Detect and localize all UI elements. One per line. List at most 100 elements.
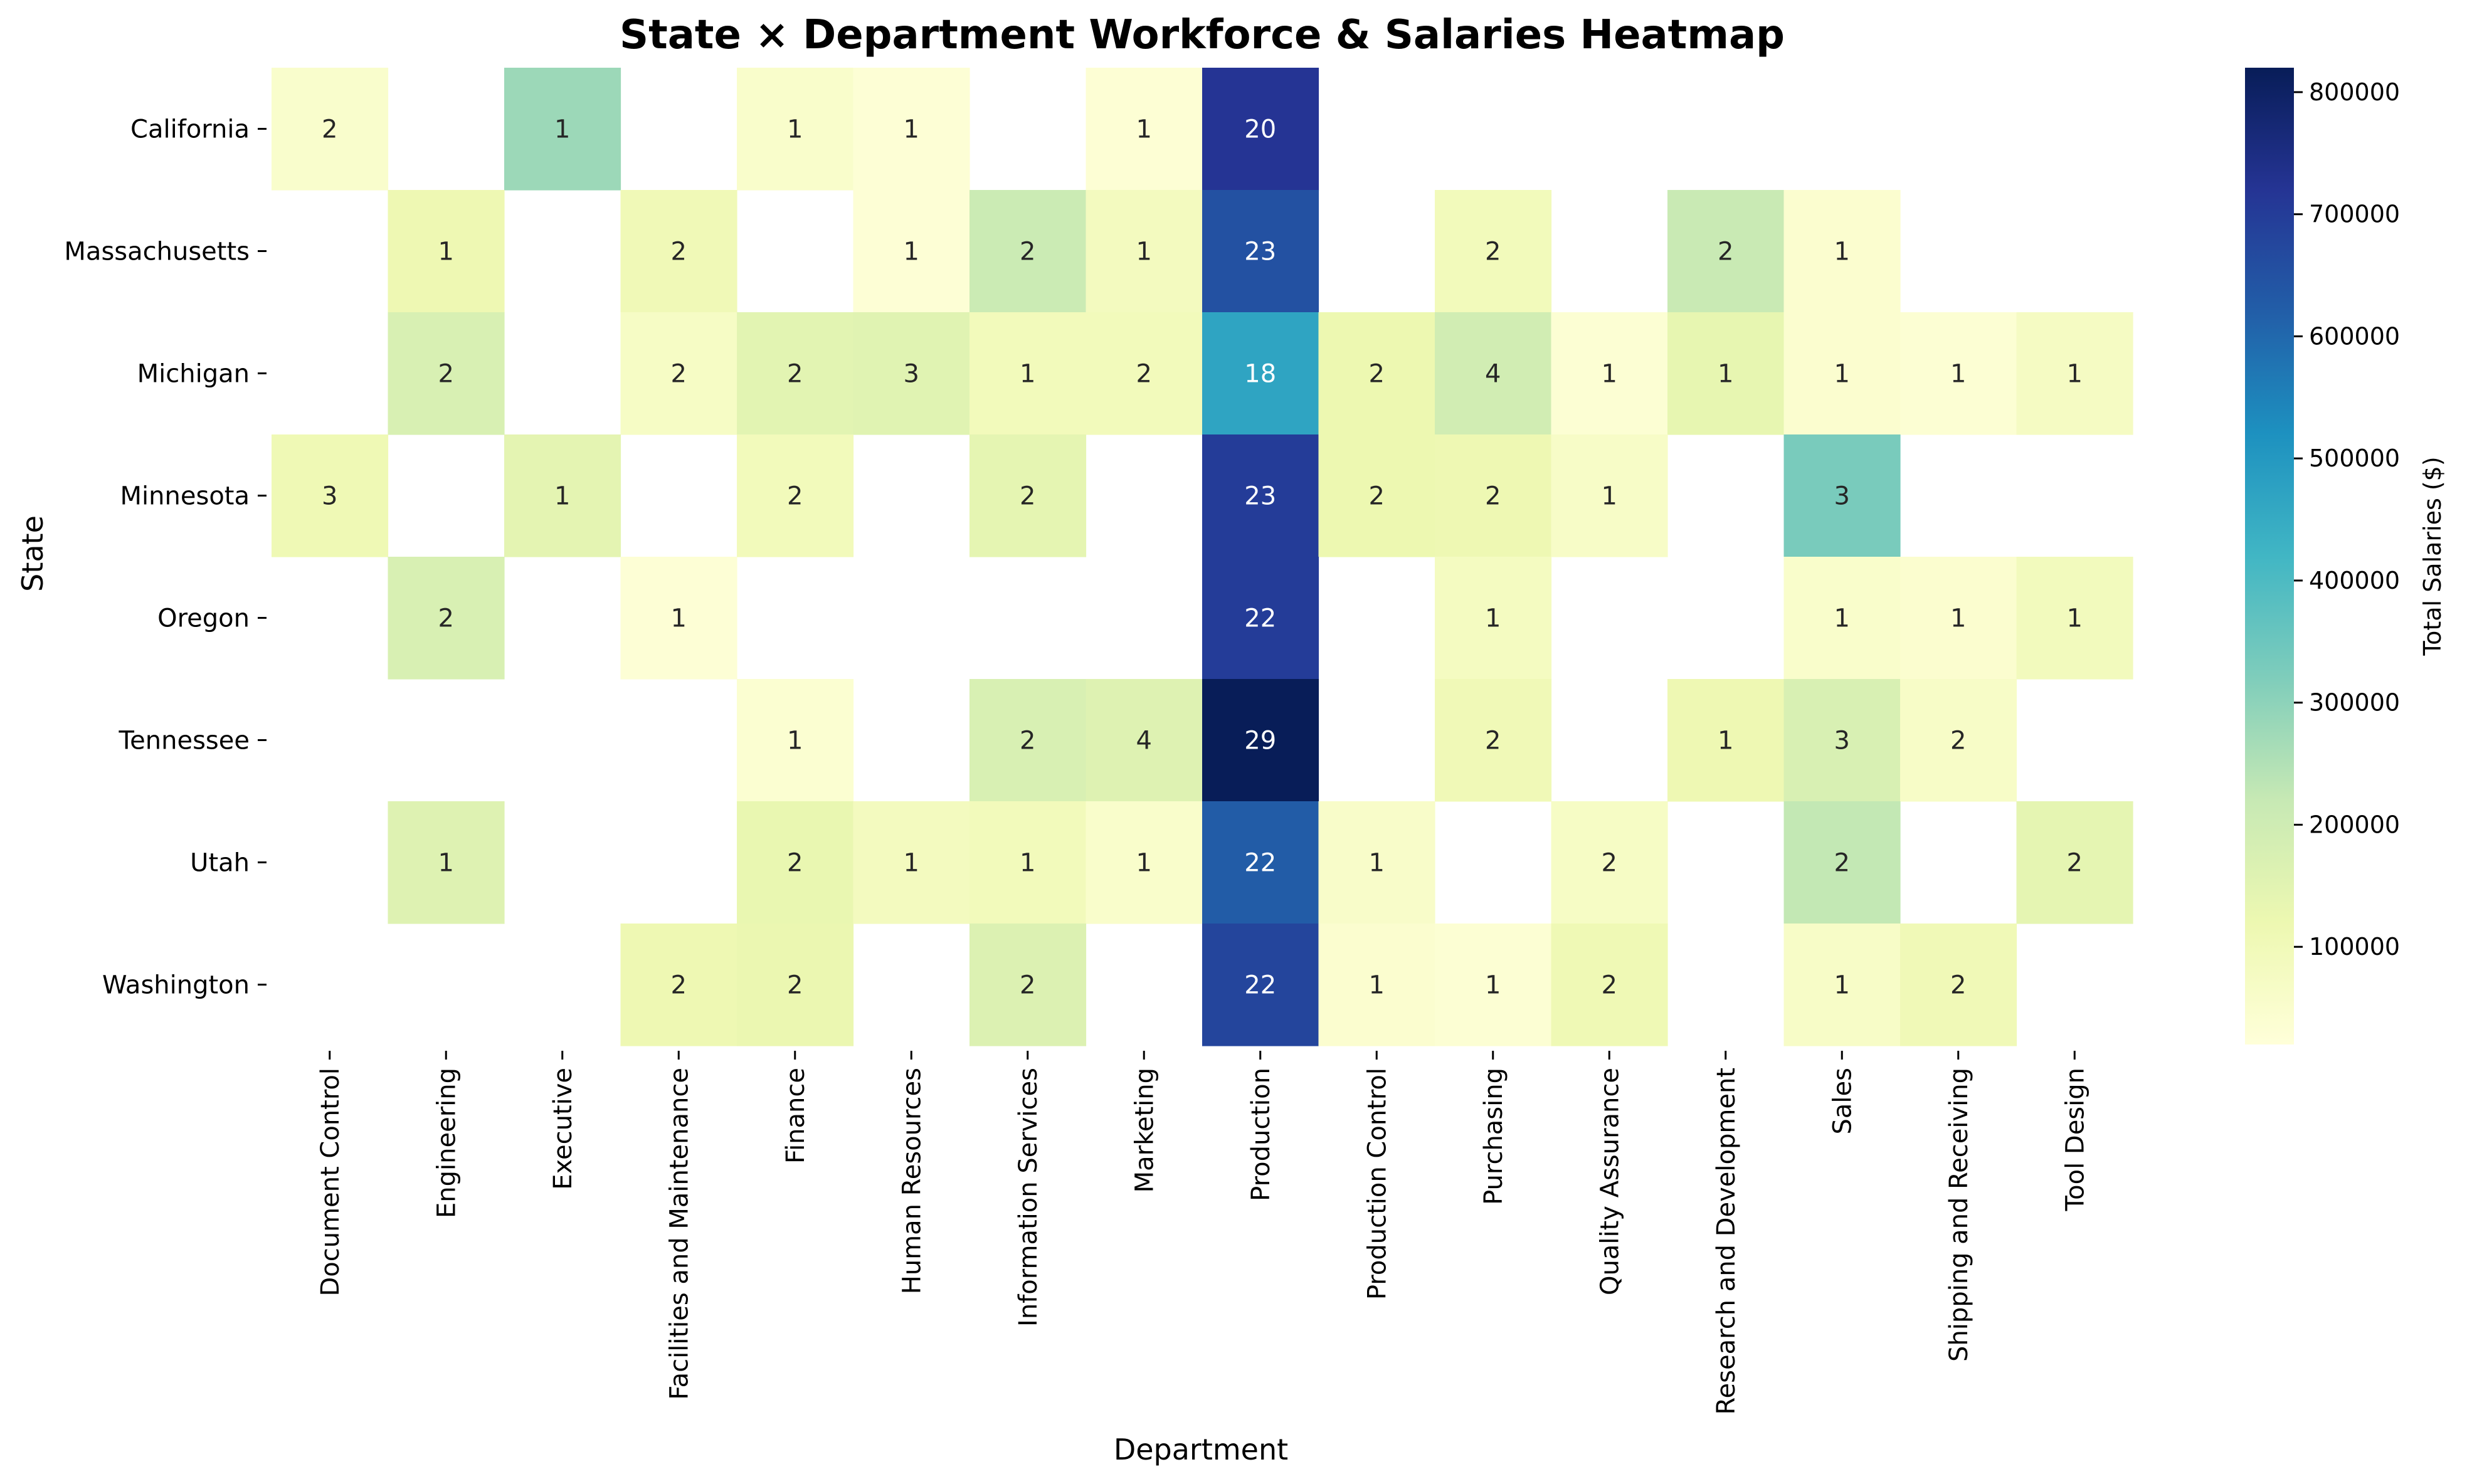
cell-count-label: 1	[1369, 849, 1385, 878]
cell-count-label: 1	[554, 115, 570, 144]
heatmap-cell	[1551, 924, 1668, 1046]
column-label: Quality Assurance	[1595, 1068, 1624, 1295]
cell-count-label: 2	[1485, 727, 1501, 755]
cell-count-label: 1	[904, 115, 919, 144]
heatmap-cell	[1318, 801, 1435, 924]
heatmap-cell	[737, 434, 854, 557]
heatmap-cell	[388, 557, 505, 680]
column-label: Information Services	[1014, 1068, 1043, 1327]
cell-count-label: 1	[1834, 971, 1850, 1000]
heatmap-cell	[969, 434, 1087, 557]
heatmap-cell	[1900, 557, 2017, 680]
colorbar-ticks: 100000 200000 300000 400000 500000 600000 7000…	[2294, 78, 2400, 960]
cell-count-label: 1	[1602, 482, 1617, 511]
cell-count-label: 3	[1834, 482, 1850, 511]
cell-count-label: 2	[671, 238, 687, 266]
cell-count-label: 2	[1020, 727, 1035, 755]
cell-count-label: 2	[1020, 238, 1035, 266]
heatmap-cell	[1435, 924, 1552, 1046]
heatmap-cell	[620, 924, 737, 1046]
heatmap-cell	[1667, 679, 1785, 802]
cell-count-label: 1	[1834, 238, 1850, 266]
heatmap-cell	[969, 679, 1087, 802]
colorbar-tick-label: 300000	[2309, 689, 2400, 717]
column-label: Shipping and Receiving	[1945, 1068, 1973, 1362]
heatmap-cell	[737, 924, 854, 1046]
cell-count-label: 1	[1834, 360, 1850, 389]
x-axis-label: Department	[1114, 1433, 1288, 1466]
column-label: Human Resources	[897, 1068, 926, 1294]
colorbar-tick-label: 200000	[2309, 811, 2400, 838]
cell-count-label: 4	[1136, 727, 1152, 755]
cell-count-label: 2	[438, 604, 454, 633]
heatmap-cell	[1318, 434, 1435, 557]
cell-count-label: 1	[787, 115, 803, 144]
row-label: Tennessee	[119, 727, 250, 755]
heatmap-cell	[1783, 679, 1901, 802]
heatmap-cell	[1435, 679, 1552, 802]
column-label: Production	[1247, 1068, 1276, 1201]
heatmap-cell	[737, 801, 854, 924]
heatmap-cell	[504, 68, 621, 191]
heatmap-cell	[969, 924, 1087, 1046]
cell-count-label: 1	[1718, 727, 1733, 755]
cell-count-label: 3	[322, 482, 337, 511]
heatmap-cell	[1435, 434, 1552, 557]
heatmap-cell	[1435, 312, 1552, 435]
heatmap-cell	[853, 68, 970, 191]
cell-count-label: 18	[1244, 360, 1276, 389]
cell-count-label: 1	[1485, 971, 1501, 1000]
cell-count-label: 1	[438, 849, 454, 878]
heatmap-cell	[853, 801, 970, 924]
cell-count-label: 1	[1718, 360, 1733, 389]
heatmap-cell	[272, 434, 389, 557]
heatmap-cell	[1435, 557, 1552, 680]
column-labels: Document Control Engineering Executive Faci…	[316, 1051, 2089, 1414]
row-label: Oregon	[157, 604, 250, 633]
cell-count-label: 1	[1136, 115, 1152, 144]
heatmap-cell	[1202, 801, 1319, 924]
column-label: Research and Development	[1712, 1068, 1741, 1414]
cell-count-label: 3	[1834, 727, 1850, 755]
cell-count-label: 2	[1369, 482, 1385, 511]
cell-count-label: 4	[1485, 360, 1501, 389]
cell-count-label: 1	[2067, 360, 2083, 389]
row-label: Minnesota	[120, 482, 250, 511]
cell-count-label: 1	[671, 604, 687, 633]
cell-count-label: 2	[1020, 971, 1035, 1000]
heatmap-cells: 2 1 1 1 1 201 2 1 2 1 23 2 2 12 2 2 3 1 2 18 2 4 1 1 1 1 13 1 2 2 23 2 2…	[272, 68, 2133, 1046]
heatmap-cell	[2016, 557, 2133, 680]
heatmap-cell	[1783, 434, 1901, 557]
heatmap-cell	[969, 312, 1087, 435]
heatmap-cell	[1551, 312, 1668, 435]
cell-count-label: 22	[1244, 971, 1276, 1000]
cell-count-label: 1	[1369, 971, 1385, 1000]
heatmap-cell	[388, 190, 505, 313]
cell-count-label: 2	[1369, 360, 1385, 389]
heatmap-cell	[388, 312, 505, 435]
heatmap-cell	[969, 801, 1087, 924]
cell-count-label: 2	[1602, 849, 1617, 878]
heatmap-cell	[1202, 68, 1319, 191]
heatmap-cell	[853, 190, 970, 313]
cell-count-label: 2	[1602, 971, 1617, 1000]
cell-count-label: 2	[1485, 482, 1501, 511]
heatmap-cell	[1435, 190, 1552, 313]
heatmap-cell	[1900, 924, 2017, 1046]
cell-count-label: 22	[1244, 849, 1276, 878]
column-label: Tool Design	[2061, 1068, 2089, 1212]
column-label: Finance	[781, 1068, 810, 1164]
colorbar	[2245, 68, 2294, 1045]
cell-count-label: 1	[1834, 604, 1850, 633]
heatmap-cell	[1318, 312, 1435, 435]
y-axis-label: State	[16, 515, 50, 592]
heatmap-cell	[1086, 801, 1203, 924]
cell-count-label: 1	[1136, 849, 1152, 878]
cell-count-label: 2	[1834, 849, 1850, 878]
heatmap-cell	[1551, 434, 1668, 557]
colorbar-tick-label: 700000	[2309, 201, 2400, 228]
cell-count-label: 23	[1244, 238, 1276, 266]
cell-count-label: 23	[1244, 482, 1276, 511]
heatmap-cell	[1551, 801, 1668, 924]
row-label: Utah	[190, 849, 250, 878]
